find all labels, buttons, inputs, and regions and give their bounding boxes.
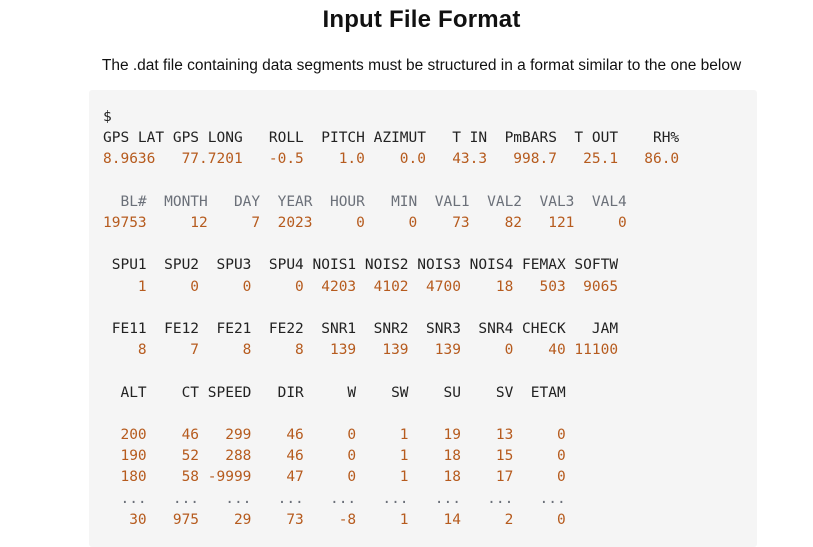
fe-header-row: FE11 FE12 FE21 FE22 SNR1 SNR2 SNR3 SNR4 … [103,321,619,338]
block-header-row: BL# MONTH DAY YEAR HOUR MIN VAL1 VAL2 VA… [103,193,627,210]
file-format-example: $ GPS LAT GPS LONG ROLL PITCH AZIMUT T I… [89,90,757,531]
alt-data-row: 200 46 299 46 0 1 19 13 0 [103,427,566,444]
ellipsis-row: ... ... ... ... ... ... ... ... ... [103,490,566,507]
code-block: $ GPS LAT GPS LONG ROLL PITCH AZIMUT T I… [89,90,757,547]
alt-data-row: 190 52 288 46 0 1 18 15 0 [103,448,566,465]
spu-values-row: 1 0 0 0 4203 4102 4700 18 503 9065 [103,278,619,295]
fe-values-row: 8 7 8 8 139 139 139 0 40 11100 [103,342,619,359]
gps-values-row: 8.9636 77.7201 -0.5 1.0 0.0 43.3 998.7 2… [103,151,680,168]
spu-header-row: SPU1 SPU2 SPU3 SPU4 NOIS1 NOIS2 NOIS3 NO… [103,257,619,274]
alt-data-row: 180 58 -9999 47 0 1 18 17 0 [103,469,566,486]
last-data-row: 30 975 29 73 -8 1 14 2 0 [103,511,566,528]
prompt-marker: $ [103,109,112,125]
block-values-row: 19753 12 7 2023 0 0 73 82 121 0 [103,215,627,232]
alt-header-row: ALT CT SPEED DIR W SW SU SV ETAM [103,384,566,401]
page-title: Input File Format [322,6,521,33]
page-description: The .dat file containing data segments m… [101,57,742,74]
gps-header-row: GPS LAT GPS LONG ROLL PITCH AZIMUT T IN … [103,130,680,147]
